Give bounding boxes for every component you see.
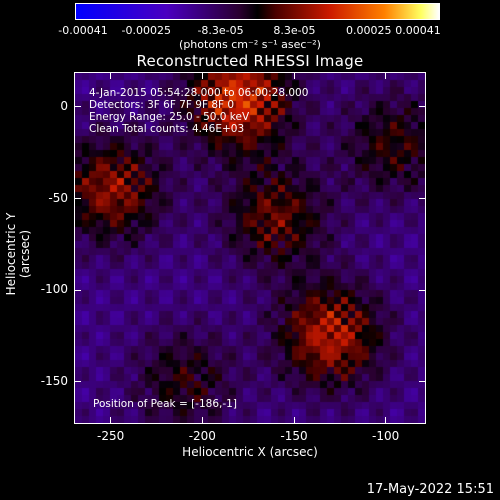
colorbar-tick-label: -0.00025: [121, 24, 171, 37]
x-axis-tick: [385, 72, 387, 79]
y-tick-label: -100: [40, 282, 68, 297]
x-tick-label: -200: [188, 429, 216, 443]
y-axis-tick: [419, 381, 426, 383]
annotation-time-range: 4-Jan-2015 05:54:28.000 to 06:00:28.000: [89, 87, 309, 99]
y-axis-tick: [74, 198, 81, 199]
annotation-energy-range: Energy Range: 25.0 - 50.0 keV: [89, 111, 250, 123]
x-axis-tick: [201, 72, 203, 79]
x-axis-tick: [385, 417, 387, 424]
y-tick-label: -150: [40, 373, 68, 388]
colorbar-tick-label: 0.00025: [346, 24, 392, 37]
x-axis-tick: [201, 417, 203, 424]
colorbar-tick-label: -8.3e-05: [197, 24, 244, 37]
chart-title: Reconstructed RHESSI Image: [136, 52, 364, 70]
x-axis-tick: [293, 72, 295, 79]
x-axis-label: Heliocentric X (arcsec): [182, 445, 318, 459]
y-axis-tick: [419, 198, 426, 199]
colorbar-tick-label: 8.3e-05: [273, 24, 316, 37]
annotation-clean-counts: Clean Total counts: 4.46E+03: [89, 123, 245, 135]
colorbar-tick-label: -0.00041: [58, 24, 108, 37]
y-axis-tick: [419, 289, 426, 291]
y-axis-tick: [74, 106, 81, 108]
y-axis-tick: [74, 289, 81, 291]
colorbar-units: (photons cm⁻² s⁻¹ asec⁻²): [179, 38, 321, 51]
y-tick-label: 0: [60, 98, 68, 113]
y-axis-tick: [419, 106, 426, 108]
colorbar: [75, 3, 440, 20]
footer-date: 17-May-2022 15:51: [366, 482, 494, 497]
x-tick-label: -250: [97, 429, 125, 443]
plot-area: 4-Jan-2015 05:54:28.000 to 06:00:28.000 …: [74, 72, 426, 424]
annotation-peak-position: Position of Peak = [-186,-1]: [93, 398, 237, 410]
x-axis-tick: [110, 72, 112, 79]
y-axis-label: Heliocentric Y (arcsec): [4, 212, 32, 296]
x-tick-label: -100: [372, 429, 400, 443]
heatmap-image: [75, 73, 425, 423]
x-axis-tick: [110, 417, 112, 424]
y-axis-tick: [74, 381, 81, 383]
x-axis-tick: [293, 417, 295, 424]
annotation-detectors: Detectors: 3F 6F 7F 9F 8F 0: [89, 99, 235, 111]
y-tick-label: -50: [48, 190, 68, 205]
x-tick-label: -150: [280, 429, 308, 443]
colorbar-tick-label: 0.00041: [395, 24, 441, 37]
